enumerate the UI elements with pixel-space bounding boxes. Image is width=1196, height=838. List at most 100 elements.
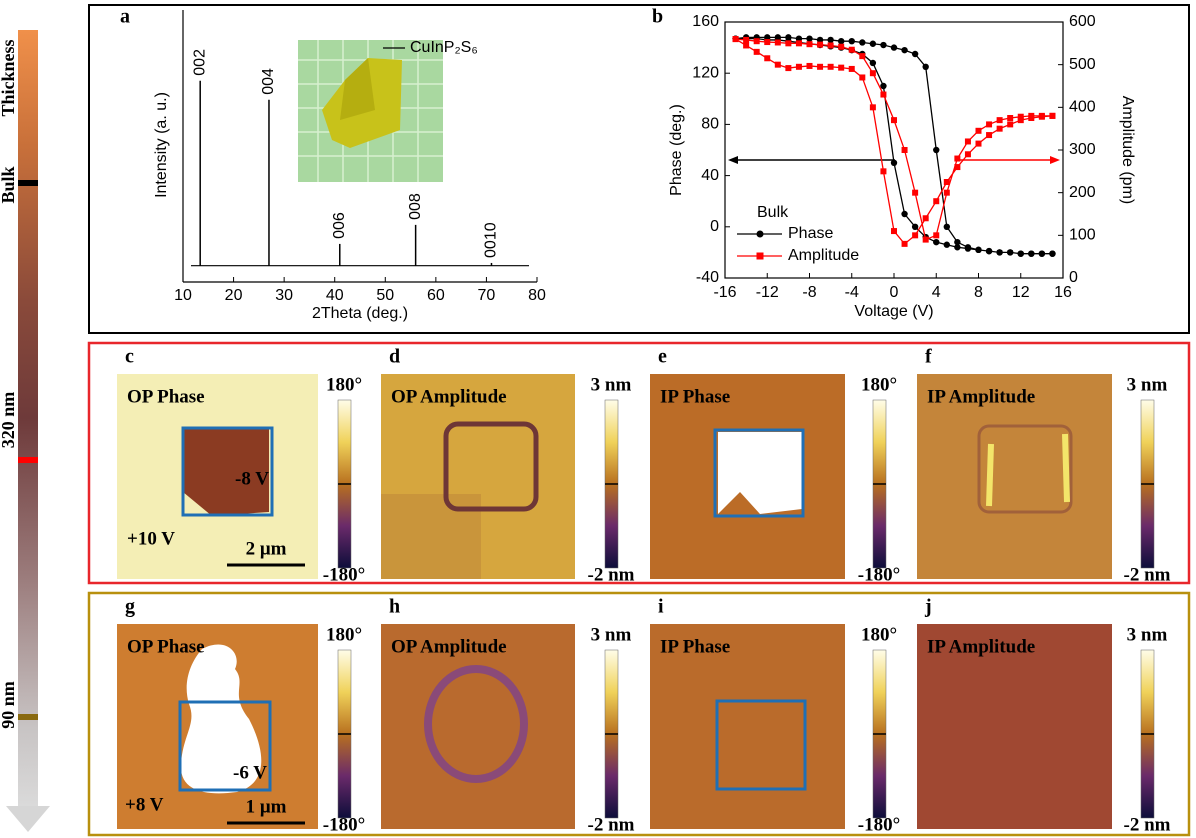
colorbar-max: 3 nm xyxy=(1127,624,1168,645)
peak-label: 002 xyxy=(191,49,208,76)
scale-bar-label: 1 μm xyxy=(246,796,287,817)
marker xyxy=(943,189,950,196)
marker xyxy=(975,140,982,147)
marker xyxy=(869,70,876,77)
x-tick-label: 4 xyxy=(932,284,941,301)
marker xyxy=(795,40,802,47)
afm-image xyxy=(650,624,845,829)
axis-arrow-head xyxy=(728,156,738,164)
crystal-photo xyxy=(298,40,443,182)
x-tick-label: -4 xyxy=(845,284,859,301)
marker xyxy=(1006,249,1014,256)
afm-title: IP Amplitude xyxy=(927,636,1035,657)
marker xyxy=(869,40,877,47)
thickness-label: 320 nm xyxy=(0,392,18,449)
marker xyxy=(848,38,855,45)
afm-title: IP Amplitude xyxy=(927,386,1035,407)
marker xyxy=(795,63,802,70)
frame-gj xyxy=(87,591,1191,837)
y2-tick-label: 400 xyxy=(1069,99,1096,116)
panel-letter: c xyxy=(125,346,134,368)
marker xyxy=(911,223,919,230)
marker xyxy=(869,59,877,67)
panel-letter: d xyxy=(389,346,400,368)
colorbar-max: 3 nm xyxy=(1127,374,1168,395)
x-tick-label: 0 xyxy=(890,284,899,301)
domain xyxy=(183,427,269,516)
afm-bg xyxy=(650,624,845,829)
marker xyxy=(964,245,972,252)
marker xyxy=(1017,117,1024,124)
marker xyxy=(1007,115,1014,121)
panel-letter: b xyxy=(652,6,663,28)
y2-tick-label: 500 xyxy=(1069,56,1096,73)
marker xyxy=(922,63,929,70)
afm-image xyxy=(381,374,575,579)
colorbar-max: 180° xyxy=(326,374,362,395)
voltage-label: -6 V xyxy=(233,762,267,783)
marker xyxy=(943,223,951,230)
afm-image xyxy=(650,374,845,579)
afm-bg xyxy=(917,624,1112,829)
x-axis-label: Voltage (V) xyxy=(854,303,933,320)
marker xyxy=(753,48,760,55)
write-box xyxy=(181,426,274,517)
x-tick-label: -12 xyxy=(756,284,779,301)
marker xyxy=(827,36,834,44)
y2-tick-label: 100 xyxy=(1069,227,1096,244)
marker xyxy=(880,82,887,90)
marker xyxy=(774,39,781,46)
marker xyxy=(1028,250,1035,257)
marker xyxy=(891,117,897,124)
marker xyxy=(933,146,940,154)
peak-label: 0010 xyxy=(483,222,500,258)
marker xyxy=(1038,250,1046,257)
marker xyxy=(954,238,961,246)
marker xyxy=(880,168,887,175)
afm-image xyxy=(917,624,1112,829)
marker xyxy=(986,132,993,139)
panel-letter: a xyxy=(120,6,130,28)
colorbar-min: -180° xyxy=(323,814,365,835)
write-box xyxy=(178,700,272,792)
marker xyxy=(743,36,750,43)
thickness-bar xyxy=(18,30,38,806)
voltage-label: -8 V xyxy=(235,468,269,489)
marker xyxy=(996,117,1003,124)
panel-letter: e xyxy=(658,346,667,368)
panel-letter: g xyxy=(125,596,135,618)
bulk-marker xyxy=(18,180,38,186)
x-tick-label: 12 xyxy=(1012,284,1030,301)
y-axis-label: Intensity (a. u.) xyxy=(153,92,170,198)
marker xyxy=(901,210,908,218)
marker xyxy=(975,246,982,254)
marker xyxy=(891,228,897,235)
peak-label: 008 xyxy=(407,193,424,220)
marker xyxy=(1049,250,1056,257)
y2-tick-label: 200 xyxy=(1069,184,1096,201)
marker xyxy=(816,36,824,44)
marker xyxy=(859,74,866,81)
colorbar-max: 3 nm xyxy=(591,374,632,395)
marker xyxy=(901,46,908,54)
y-tick-label: 0 xyxy=(710,218,719,235)
marker xyxy=(785,40,792,47)
y2-tick-label: 0 xyxy=(1069,269,1078,286)
y2-tick-label: 600 xyxy=(1069,13,1096,30)
marker xyxy=(774,61,781,68)
thickness-title: Thickness xyxy=(0,39,18,116)
marker xyxy=(1028,115,1035,121)
legend-marker xyxy=(756,230,764,238)
afm-image xyxy=(917,374,1112,579)
marker xyxy=(806,62,813,69)
marker xyxy=(848,46,855,53)
domain xyxy=(718,432,802,514)
marker xyxy=(964,138,971,145)
marker xyxy=(827,42,834,49)
wall-streak xyxy=(986,443,994,507)
marker xyxy=(996,249,1003,256)
marker xyxy=(1017,250,1024,257)
marker xyxy=(764,55,771,62)
marker xyxy=(901,240,908,247)
